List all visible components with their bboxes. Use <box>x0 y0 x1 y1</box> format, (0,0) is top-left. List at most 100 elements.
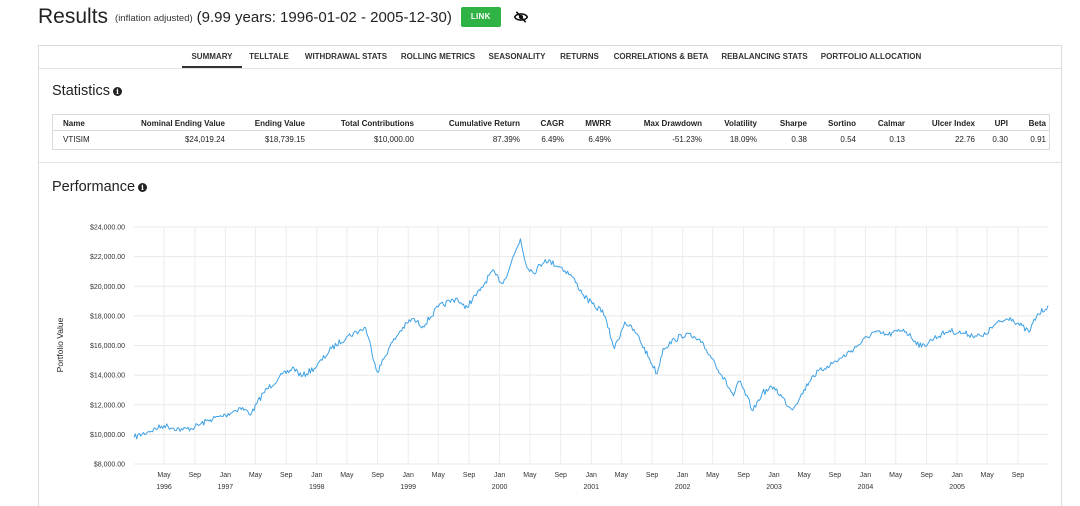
results-header: Results (inflation adjusted) (9.99 years… <box>38 4 528 30</box>
x-tick-year: 1998 <box>309 484 325 491</box>
table-cell: 0.30 <box>992 135 1008 144</box>
inflation-note: (inflation adjusted) <box>115 12 193 24</box>
statistics-title: Statistics <box>52 83 111 99</box>
performance-title: Performance <box>52 179 136 195</box>
table-cell: 0.91 <box>1030 135 1046 144</box>
info-icon[interactable]: i <box>113 86 123 96</box>
date-range: (9.99 years: 1996-01-02 - 2005-12-30) <box>196 8 452 26</box>
x-tick-label: Sep <box>829 472 842 479</box>
x-tick-year: 2002 <box>675 484 691 491</box>
x-tick-year: 1997 <box>218 484 234 491</box>
y-axis-label: Portfolio Value <box>55 317 65 372</box>
y-tick-label: $10,000.00 <box>90 432 125 439</box>
x-tick-label: Sep <box>189 472 202 479</box>
x-tick-year: 2005 <box>949 484 965 491</box>
tab-summary[interactable]: SUMMARY <box>182 46 242 68</box>
x-tick-label: May <box>340 472 354 479</box>
table-cell: 87.39% <box>492 135 520 144</box>
x-tick-year: 2001 <box>583 484 599 491</box>
table-cell: 22.76 <box>954 135 975 144</box>
tab-correlations-beta[interactable]: CORRELATIONS & BETA <box>613 52 709 61</box>
column-header: UPI <box>994 119 1008 128</box>
x-tick-label: Jan <box>586 472 597 479</box>
tab-telltale[interactable]: TELLTALE <box>249 52 289 61</box>
column-header: MWRR <box>585 119 611 128</box>
tab-seasonality[interactable]: SEASONALITY <box>488 52 546 61</box>
column-header: Sharpe <box>779 119 807 128</box>
x-tick-label: Jan <box>677 472 688 479</box>
x-tick-label: Jan <box>768 472 779 479</box>
table-cell: $10,000.00 <box>373 135 414 144</box>
column-header: Nominal Ending Value <box>140 119 225 128</box>
table-cell: 18.09% <box>729 135 757 144</box>
x-tick-year: 2003 <box>766 484 782 491</box>
table-cell: 0.13 <box>889 135 905 144</box>
x-tick-label: Sep <box>920 472 933 479</box>
column-header: Calmar <box>877 119 905 128</box>
table-cell: 6.49% <box>541 135 564 144</box>
x-tick-label: Sep <box>463 472 476 479</box>
y-tick-label: $8,000.00 <box>94 462 125 469</box>
x-tick-label: Sep <box>646 472 659 479</box>
y-tick-label: $12,000.00 <box>90 402 125 409</box>
table-separator <box>53 130 1049 131</box>
column-header: Ending Value <box>254 119 305 128</box>
table-cell: 6.49% <box>588 135 611 144</box>
column-header: Beta <box>1028 119 1046 128</box>
tab-rebalancing-stats[interactable]: REBALANCING STATS <box>721 52 808 61</box>
x-tick-label: Sep <box>280 472 293 479</box>
x-tick-label: Jan <box>494 472 505 479</box>
x-tick-label: May <box>249 472 263 479</box>
tab-portfolio-allocation[interactable]: PORTFOLIO ALLOCATION <box>820 52 922 61</box>
tab-returns[interactable]: RETURNS <box>560 52 599 61</box>
column-header: Sortino <box>828 119 856 128</box>
y-tick-label: $20,000.00 <box>90 284 125 291</box>
x-tick-label: May <box>797 472 811 479</box>
x-tick-year: 2000 <box>492 484 508 491</box>
statistics-heading: Statistics i <box>52 83 123 99</box>
column-header: Cumulative Return <box>448 119 520 128</box>
table-cell: 0.54 <box>840 135 856 144</box>
x-tick-label: Sep <box>554 472 567 479</box>
x-tick-label: Sep <box>371 472 384 479</box>
link-button[interactable]: LINK <box>460 7 501 27</box>
x-tick-label: May <box>432 472 446 479</box>
results-panel: SUMMARY TELLTALE WITHDRAWAL STATS ROLLING M… <box>38 45 1062 506</box>
performance-chart: $8,000.00 $10,000.00 $12,000.00 $14,000.00 $… <box>55 225 1049 491</box>
x-tick-label: May <box>523 472 537 479</box>
table-cell: $18,739.15 <box>264 135 305 144</box>
table-cell: VTISIM <box>63 135 90 144</box>
x-tick-label: Sep <box>1012 472 1025 479</box>
y-tick-label: $14,000.00 <box>90 373 125 380</box>
x-tick-year: 1996 <box>156 484 172 491</box>
x-tick-label: May <box>981 472 995 479</box>
statistics-table: Name VTISIM Nominal Ending Value $24,019.24… <box>52 114 1050 150</box>
x-tick-label: Jan <box>951 472 962 479</box>
table-cell: $24,019.24 <box>184 135 225 144</box>
series-line <box>133 238 1049 440</box>
x-tick-label: Jan <box>220 472 231 479</box>
x-tick-label: May <box>157 472 171 479</box>
x-tick-label: May <box>615 472 629 479</box>
x-tick-label: Sep <box>737 472 750 479</box>
page-title: Results <box>38 5 109 28</box>
column-header: Volatility <box>724 119 757 128</box>
y-tick-label: $24,000.00 <box>90 225 125 232</box>
x-tick-label: Jan <box>311 472 322 479</box>
y-tick-label: $16,000.00 <box>90 343 125 350</box>
x-tick-label: May <box>889 472 903 479</box>
x-tick-label: Jan <box>860 472 871 479</box>
x-tick-year: 1999 <box>400 484 416 491</box>
tab-rolling-metrics[interactable]: ROLLING METRICS <box>400 52 476 61</box>
x-tick-label: Jan <box>403 472 414 479</box>
info-icon[interactable]: i <box>138 182 148 192</box>
column-header: Name <box>63 119 85 128</box>
tab-withdrawal-stats[interactable]: WITHDRAWAL STATS <box>304 52 388 61</box>
x-tick-year: 2004 <box>858 484 874 491</box>
eye-slash-icon[interactable] <box>513 11 528 23</box>
results-tabs: SUMMARY TELLTALE WITHDRAWAL STATS ROLLING M… <box>39 46 1061 69</box>
performance-heading: Performance i <box>52 179 148 195</box>
y-tick-label: $22,000.00 <box>90 254 125 261</box>
column-header: CAGR <box>540 119 564 128</box>
y-tick-label: $18,000.00 <box>90 313 125 320</box>
